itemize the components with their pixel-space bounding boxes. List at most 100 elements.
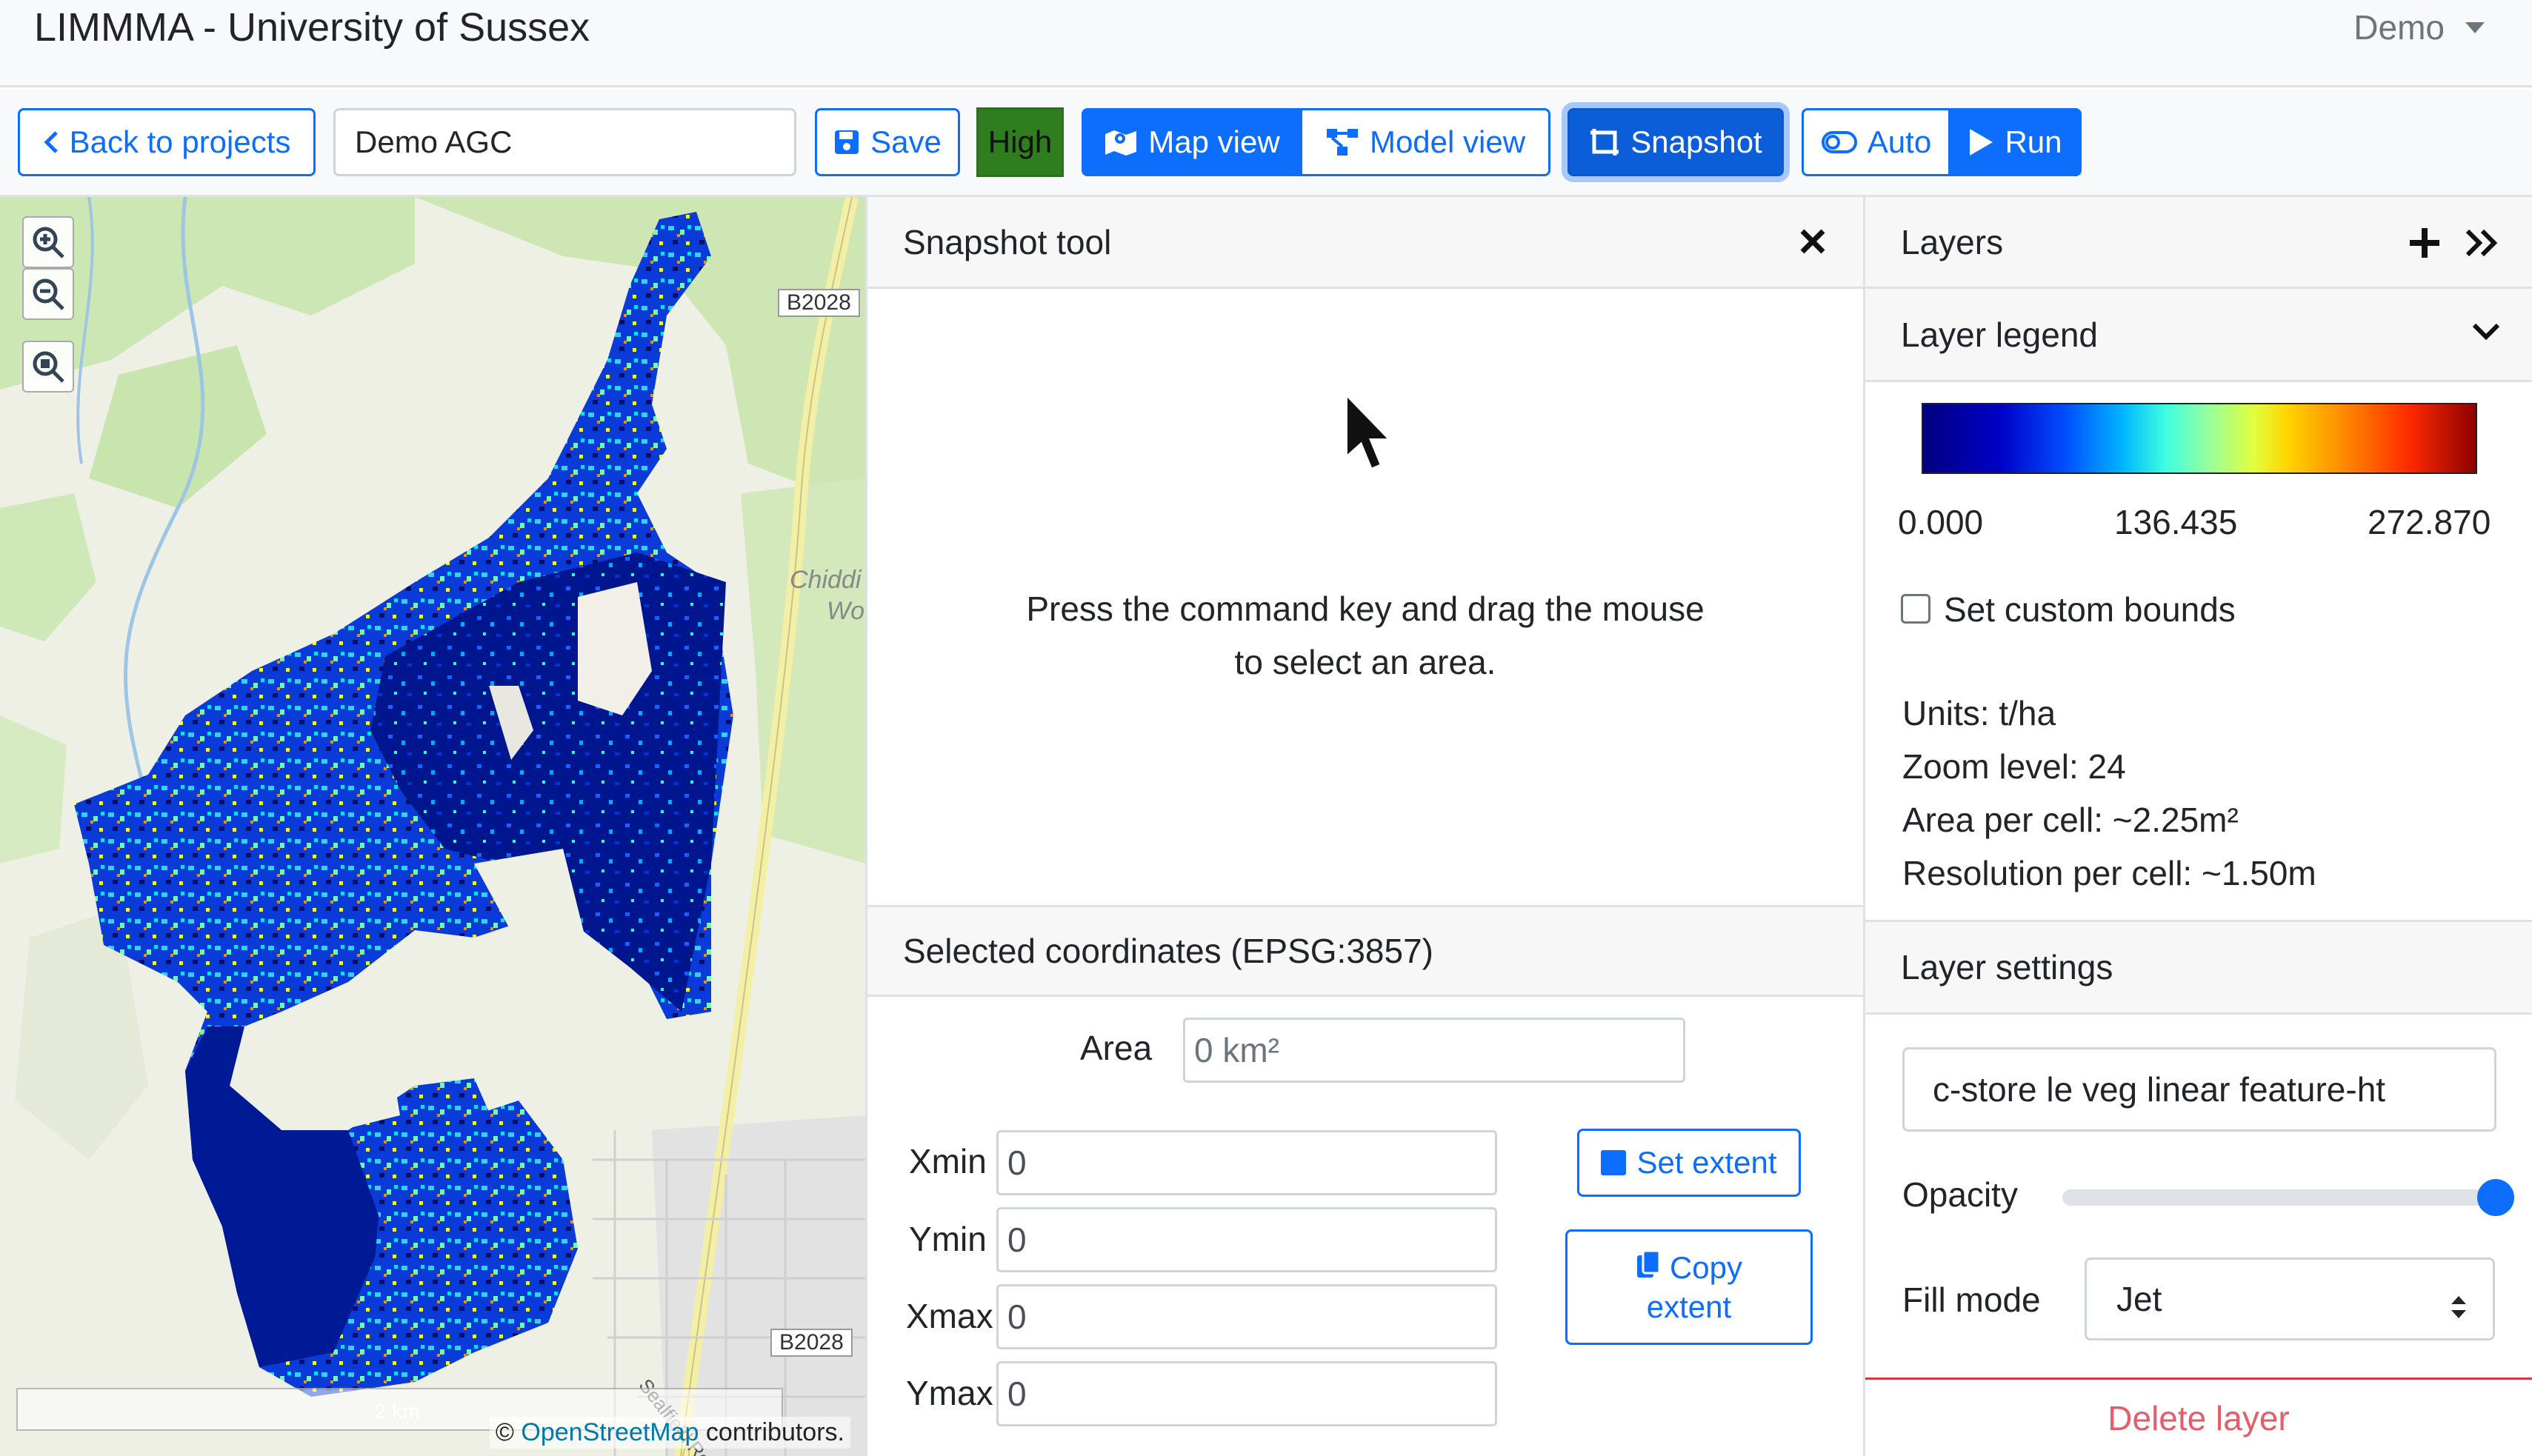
layer-legend-header[interactable]: Layer legend (1865, 289, 2532, 382)
xmax-label: Xmax (906, 1297, 993, 1335)
back-to-projects-label: Back to projects (69, 124, 291, 159)
snapshot-label: Snapshot (1630, 124, 1762, 159)
ymin-label: Ymin (909, 1220, 987, 1258)
snapshot-panel: Snapshot tool Press the command key and … (865, 197, 1865, 1456)
close-snapshot-button[interactable] (1792, 221, 1833, 262)
toggle-icon (1821, 131, 1857, 153)
copy-extent-button[interactable]: Copy extent (1565, 1229, 1813, 1345)
save-label: Save (870, 124, 942, 159)
snapshot-panel-header: Snapshot tool (867, 197, 1863, 289)
run-label: Run (2005, 124, 2062, 159)
model-view-button[interactable]: Model view (1300, 108, 1550, 176)
zoom-out-button[interactable] (22, 268, 74, 320)
copy-extent-label-2: extent (1646, 1289, 1732, 1324)
zoom-level-text: Zoom level: 24 (1902, 747, 2126, 786)
custom-bounds-checkbox[interactable] (1901, 594, 1930, 624)
map-canvas[interactable]: B2028 B2028 Chiddi Wo Sealfield Road 2 k… (0, 197, 865, 1456)
xmax-field[interactable]: 0 (996, 1284, 1497, 1349)
legend-mid: 136.435 (2114, 503, 2238, 541)
layers-panel: Layers Layer legend 0.000 136.435 272.87… (1865, 197, 2532, 1456)
square-icon (1601, 1150, 1627, 1175)
ymin-field[interactable]: 0 (996, 1207, 1497, 1272)
model-view-label: Model view (1369, 124, 1526, 159)
road-label: B2028 (778, 289, 860, 317)
user-menu[interactable]: Demo (2353, 7, 2485, 47)
area-label: Area (1080, 1029, 1153, 1067)
copy-icon (1636, 1249, 1661, 1286)
osm-link[interactable]: OpenStreetMap (521, 1418, 699, 1446)
auto-label: Auto (1867, 124, 1932, 159)
chevron-left-icon (43, 130, 59, 154)
attribution-suffix: contributors. (705, 1418, 844, 1446)
legend-max: 272.870 (2368, 503, 2491, 541)
scale-label: 2 km (375, 1400, 420, 1423)
place-label: Chiddi (790, 566, 862, 594)
save-button[interactable]: Save (815, 108, 960, 176)
custom-bounds-label: Set custom bounds (1944, 590, 2236, 629)
quality-badge[interactable]: High (976, 107, 1064, 177)
collapse-panel-button[interactable] (2465, 227, 2499, 263)
legend-min: 0.000 (1898, 503, 1984, 541)
diagram-icon (1325, 127, 1359, 157)
layer-settings-header: Layer settings (1865, 920, 2532, 1015)
mouse-cursor-icon (1343, 390, 1395, 478)
resolution-text: Resolution per cell: ~1.50m (1902, 854, 2316, 892)
coordinates-title: Selected coordinates (EPSG:3857) (903, 932, 1433, 970)
zoom-in-icon (33, 227, 64, 258)
area-field[interactable]: 0 km² (1183, 1018, 1685, 1083)
add-layer-button[interactable] (2407, 225, 2442, 264)
ymax-label: Ymax (906, 1374, 993, 1412)
set-extent-button[interactable]: Set extent (1577, 1129, 1801, 1197)
zoom-to-extent-button[interactable] (22, 341, 74, 393)
layer-name-input[interactable]: c-store le veg linear feature-ht (1902, 1047, 2496, 1132)
colormap-ramp (1922, 403, 2477, 474)
close-icon (1800, 229, 1825, 254)
map-attribution: © OpenStreetMap contributors. (489, 1417, 850, 1449)
units-text: Units: t/ha (1902, 694, 2056, 732)
app-title: LIMMMA - University of Sussex (34, 5, 590, 50)
snapshot-panel-title: Snapshot tool (903, 222, 1112, 261)
user-menu-label: Demo (2353, 8, 2445, 47)
copyright-symbol: © (495, 1418, 514, 1446)
opacity-slider-track[interactable] (2062, 1189, 2493, 1206)
toolbar: Back to projects Demo AGC Save High Map … (0, 90, 2532, 197)
double-chevron-right-icon (2465, 229, 2498, 257)
set-extent-label: Set extent (1636, 1145, 1777, 1180)
map-tiles (0, 197, 865, 1456)
project-name-input[interactable]: Demo AGC (333, 108, 796, 176)
zoom-in-button[interactable] (22, 216, 74, 268)
snapshot-instruction: Press the command key and drag the mouse… (1026, 590, 1705, 681)
plus-icon (2410, 228, 2439, 258)
chevron-down-icon[interactable] (2471, 321, 2501, 346)
select-arrows-icon (2450, 1288, 2468, 1328)
chevron-down-icon (2465, 21, 2485, 33)
opacity-label: Opacity (1902, 1175, 2018, 1214)
auto-toggle-button[interactable]: Auto (1802, 108, 1951, 176)
zoom-out-icon (33, 278, 64, 310)
opacity-slider-thumb[interactable] (2477, 1179, 2514, 1216)
area-per-cell-text: Area per cell: ~2.25m² (1902, 801, 2239, 839)
layer-settings-title: Layer settings (1901, 948, 2113, 986)
snapshot-button[interactable]: Snapshot (1567, 108, 1784, 176)
layers-title: Layers (1901, 222, 2004, 261)
copy-extent-label-1: Copy (1669, 1250, 1743, 1285)
xmin-field[interactable]: 0 (996, 1130, 1497, 1195)
map-icon (1104, 128, 1138, 156)
place-label: Wo (827, 597, 864, 625)
back-to-projects-button[interactable]: Back to projects (18, 108, 316, 176)
fill-mode-select[interactable]: Jet (2085, 1258, 2495, 1340)
road-label: B2028 (770, 1329, 853, 1357)
coordinates-header: Selected coordinates (EPSG:3857) (867, 905, 1863, 997)
map-view-button[interactable]: Map view (1082, 108, 1302, 176)
zoom-extent-icon (33, 351, 64, 383)
fill-mode-value: Jet (2116, 1280, 2162, 1318)
delete-layer-button[interactable]: Delete layer (1865, 1377, 2532, 1456)
fill-mode-label: Fill mode (1902, 1280, 2041, 1319)
floppy-disk-icon (833, 129, 860, 156)
play-icon (1968, 127, 1994, 157)
app-header: LIMMMA - University of Sussex Demo (0, 0, 2532, 87)
ymax-field[interactable]: 0 (996, 1361, 1497, 1426)
layer-legend-title: Layer legend (1901, 315, 2098, 354)
map-view-label: Map view (1148, 124, 1280, 159)
run-button[interactable]: Run (1948, 108, 2082, 176)
